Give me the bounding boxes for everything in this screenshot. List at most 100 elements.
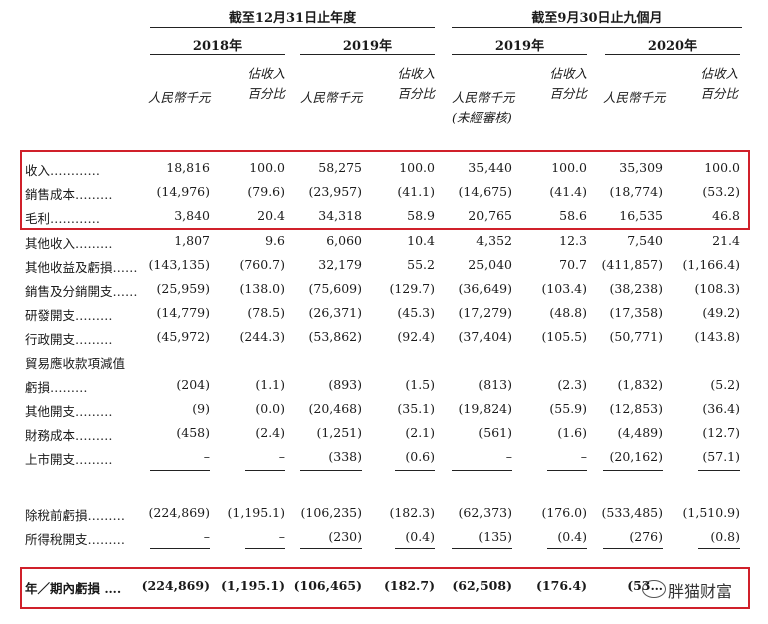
row-label: 除稅前虧損………: [25, 508, 126, 523]
table-cell: (1.5): [405, 377, 435, 392]
table-cell: (1,195.1): [220, 578, 285, 593]
highlight-box-revenue-gross-profit: [20, 150, 750, 230]
table-cell: 3,840: [174, 208, 210, 223]
subtotal-rule: [698, 470, 740, 471]
row-label: 銷售成本………: [25, 187, 113, 202]
table-cell: (14,779): [156, 305, 211, 320]
table-cell: 100.0: [399, 160, 435, 175]
table-cell: (244.3): [239, 329, 285, 344]
year-rule-2019a: [300, 54, 435, 55]
table-cell: (75,609): [308, 281, 363, 296]
table-cell: (2.4): [255, 425, 285, 440]
header-group-annual-rule: [150, 27, 435, 28]
table-cell: (0.6): [405, 449, 435, 464]
table-cell: (135): [478, 529, 512, 544]
table-cell: (106,235): [300, 505, 362, 520]
table-cell: (176.0): [541, 505, 587, 520]
header-group-annual: 截至12月31日止年度: [228, 11, 357, 26]
table-cell: 18,816: [166, 160, 210, 175]
subheader-rmb-2019b: 人民幣千元 (未經審核): [452, 90, 515, 125]
table-cell: 58.9: [407, 208, 435, 223]
table-cell: (1,510.9): [682, 505, 740, 520]
table-cell: (2.1): [405, 425, 435, 440]
table-cell: (48.8): [549, 305, 587, 320]
table-cell: (45,972): [156, 329, 211, 344]
table-cell: (224,869): [148, 505, 210, 520]
table-cell: (143.8): [694, 329, 740, 344]
table-cell: (62,508): [452, 578, 512, 593]
table-cell: (176.4): [536, 578, 587, 593]
table-cell: (5.2): [710, 377, 740, 392]
subheader-pct-2019b: 佔收入 百分比: [549, 66, 587, 101]
row-label: 收入…………: [25, 163, 101, 178]
table-cell: (49.2): [702, 305, 740, 320]
table-cell: (760.7): [239, 257, 285, 272]
year-rule-2020: [605, 54, 740, 55]
table-cell: (1.1): [255, 377, 285, 392]
subtotal-rule: [547, 548, 587, 549]
table-cell: (14,976): [156, 184, 211, 199]
table-cell: (26,371): [308, 305, 363, 320]
subheader-pct-2019a: 佔收入 百分比: [397, 66, 435, 101]
table-cell: (38,238): [609, 281, 664, 296]
year-header-2019-annual: 2019年: [342, 39, 393, 54]
table-cell: (78.5): [247, 305, 285, 320]
table-cell: (338): [328, 449, 362, 464]
table-cell: (35.1): [397, 401, 435, 416]
table-cell: 4,352: [476, 233, 512, 248]
subheader-pct-2020: 佔收入 百分比: [700, 66, 738, 101]
table-cell: 10.4: [407, 233, 435, 248]
subtotal-rule: [698, 548, 740, 549]
year-rule-2018: [150, 54, 285, 55]
table-cell: –: [580, 449, 587, 464]
row-label: 財務成本………: [25, 428, 113, 443]
table-cell: (57.1): [702, 449, 740, 464]
table-cell: (533,485): [601, 505, 663, 520]
table-cell: (20,162): [609, 449, 664, 464]
subheader-rmb-2020: 人民幣千元: [603, 90, 666, 105]
table-cell: (105.5): [541, 329, 587, 344]
subtotal-rule: [150, 470, 210, 471]
table-cell: (23,957): [308, 184, 363, 199]
table-cell: 55.2: [407, 257, 435, 272]
table-cell: 16,535: [619, 208, 663, 223]
table-cell: (2.3): [557, 377, 587, 392]
table-cell: (36.4): [702, 401, 740, 416]
table-cell: (18,774): [609, 184, 664, 199]
subtotal-rule: [150, 548, 210, 549]
subheader-rmb-2018: 人民幣千元: [148, 90, 211, 105]
highlight-box-net-loss: [20, 567, 750, 609]
table-cell: (53.2): [702, 184, 740, 199]
table-cell: –: [505, 449, 512, 464]
subtotal-rule: [603, 470, 663, 471]
table-cell: (36,649): [458, 281, 513, 296]
table-cell: 12.3: [559, 233, 587, 248]
table-cell: –: [278, 529, 285, 544]
row-label: 毛利…………: [25, 211, 101, 226]
table-cell: (17,358): [609, 305, 664, 320]
table-cell: (0.4): [557, 529, 587, 544]
year-header-2018: 2018年: [192, 39, 243, 54]
row-label: 所得稅開支………: [25, 532, 126, 547]
table-cell: (182.3): [389, 505, 435, 520]
table-cell: (458): [176, 425, 210, 440]
subtotal-rule: [245, 548, 285, 549]
table-cell: (50,771): [609, 329, 664, 344]
table-cell: (19,824): [458, 401, 513, 416]
table-cell: (1,832): [617, 377, 663, 392]
table-cell: (143,135): [148, 257, 210, 272]
subtotal-rule: [395, 470, 435, 471]
year-header-2019-nine-months: 2019年: [494, 39, 545, 54]
year-header-2020: 2020年: [647, 39, 698, 54]
table-cell: 46.8: [712, 208, 740, 223]
row-label: 行政開支………: [25, 332, 113, 347]
subtotal-rule: [547, 470, 587, 471]
table-cell: (1,166.4): [682, 257, 740, 272]
table-cell: 100.0: [704, 160, 740, 175]
table-cell: 100.0: [249, 160, 285, 175]
table-cell: (411,857): [601, 257, 663, 272]
table-cell: 34,318: [318, 208, 362, 223]
table-cell: (893): [328, 377, 362, 392]
watermark-text: 胖猫财富: [668, 582, 733, 601]
table-cell: (4,489): [617, 425, 663, 440]
